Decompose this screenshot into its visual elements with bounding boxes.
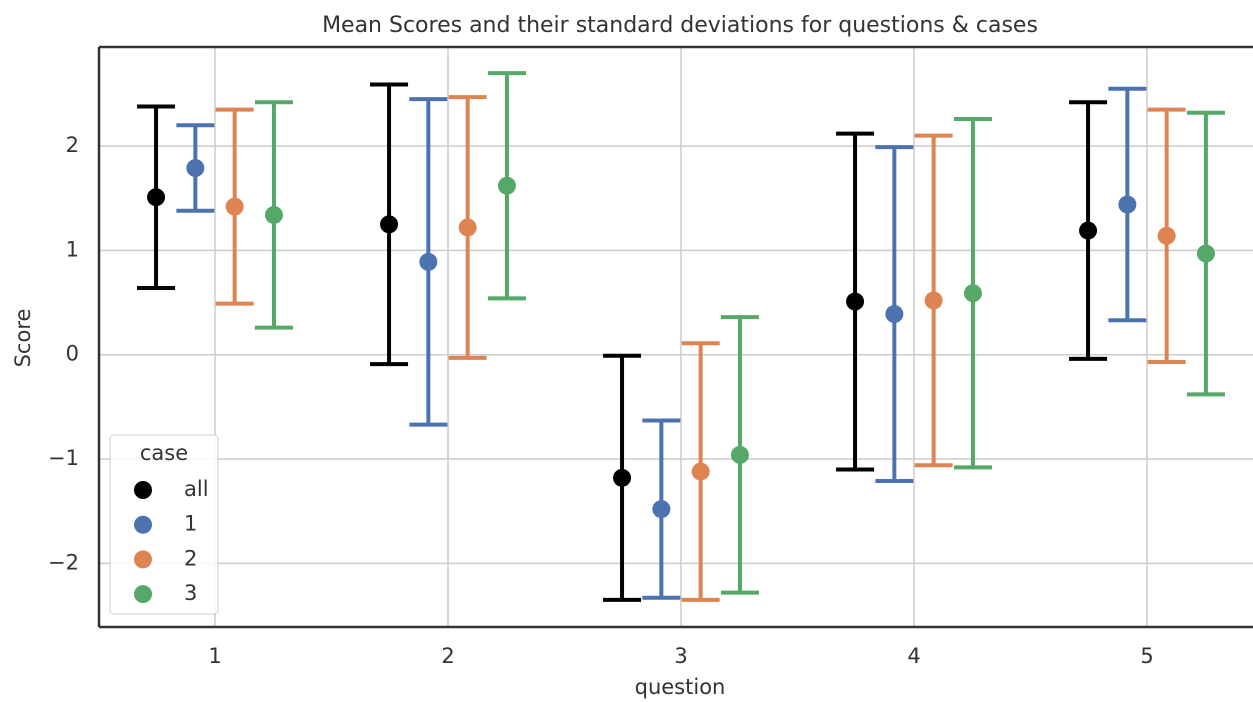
x-tick-label: 5 xyxy=(1140,644,1153,668)
point xyxy=(885,305,904,324)
point xyxy=(613,468,632,487)
legend-label: 1 xyxy=(184,512,197,536)
point xyxy=(963,284,982,303)
point xyxy=(1079,221,1098,240)
point xyxy=(652,500,671,519)
point xyxy=(225,197,244,216)
legend-box xyxy=(109,434,219,615)
point xyxy=(691,462,710,481)
point xyxy=(1196,244,1215,263)
point xyxy=(147,188,166,207)
chart-title: Mean Scores and their standard deviation… xyxy=(322,13,1038,38)
point xyxy=(730,445,749,464)
legend-marker xyxy=(134,481,152,499)
point xyxy=(458,218,477,237)
y-tick-label: 1 xyxy=(66,237,79,261)
point xyxy=(846,292,865,311)
legend-marker xyxy=(134,550,152,569)
y-tick-label: −1 xyxy=(48,446,79,470)
legend-label: all xyxy=(184,477,209,501)
x-tick-label: 2 xyxy=(441,644,454,668)
x-tick-label: 4 xyxy=(907,644,920,668)
point xyxy=(1118,195,1137,214)
x-tick-label: 1 xyxy=(208,644,221,668)
y-tick-label: −2 xyxy=(48,550,79,574)
legend-marker xyxy=(134,585,152,604)
y-axis-label: Score xyxy=(11,309,35,368)
point xyxy=(186,159,205,178)
point xyxy=(264,205,283,224)
legend-label: 2 xyxy=(184,546,197,570)
legend-label: 3 xyxy=(184,581,197,605)
legend-marker xyxy=(134,515,152,534)
y-tick-label: 2 xyxy=(66,133,79,157)
x-tick-label: 3 xyxy=(674,644,687,668)
point xyxy=(924,291,943,310)
y-tick-label: 0 xyxy=(66,342,79,366)
point xyxy=(419,252,438,271)
point xyxy=(380,215,399,234)
legend-title: case xyxy=(140,441,188,465)
x-axis-label: question xyxy=(635,675,726,699)
point xyxy=(497,176,516,195)
point xyxy=(1157,226,1176,245)
